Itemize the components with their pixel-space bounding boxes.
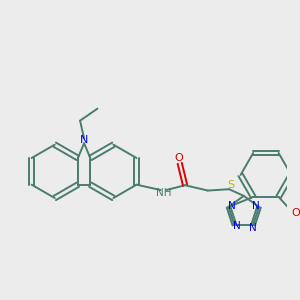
Text: NH: NH bbox=[156, 188, 172, 199]
Text: N: N bbox=[80, 135, 88, 145]
Text: O: O bbox=[292, 208, 300, 218]
Text: N: N bbox=[233, 221, 241, 231]
Text: N: N bbox=[249, 223, 256, 233]
Text: N: N bbox=[228, 201, 236, 211]
Text: N: N bbox=[252, 201, 260, 211]
Text: S: S bbox=[228, 180, 235, 190]
Text: O: O bbox=[174, 153, 183, 163]
